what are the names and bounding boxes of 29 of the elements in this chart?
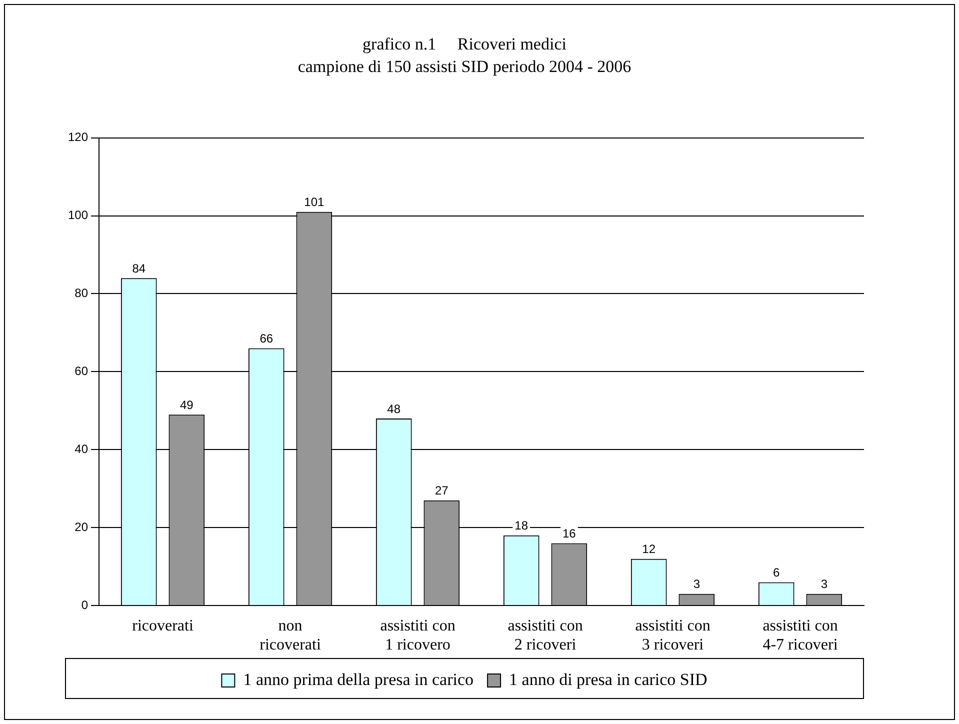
data-label: 84 [132,261,146,276]
x-tick-label: assistiti con 4-7 ricoveri [762,617,838,654]
data-label: 16 [562,526,576,541]
y-tick-label: 0 [81,598,88,612]
data-label: 3 [693,577,700,592]
data-label: 3 [820,577,828,592]
y-tick-label: 100 [68,208,88,222]
chart-subtitle: campione di 150 assisti SID periodo 2004 - 2006 [298,57,632,76]
chart-title: grafico n.1 Ricoveri medici [362,34,567,54]
legend-label: 1 anno di presa in carico SID [509,670,708,689]
y-tick-label: 20 [74,520,88,534]
data-label: 12 [642,542,656,556]
x-tick-label: assistiti con 2 ricoveri [508,617,583,654]
data-label: 48 [387,402,401,416]
legend-label: 1 anno prima della presa in carico [243,670,474,689]
y-tick-label: 120 [68,130,88,144]
x-tick-label: non ricoverati [260,617,322,654]
x-tick-label: assistiti con 1 ricovero [380,617,456,654]
y-tick-label: 40 [74,442,88,456]
data-label: 66 [260,332,274,346]
data-label: 49 [180,398,194,412]
x-tick-label: ricoverati [132,617,194,634]
y-tick-label: 80 [74,286,88,300]
data-label: 18 [514,518,528,533]
x-tick-label: assistiti con 3 ricoveri [635,617,710,654]
data-label: 6 [773,566,780,580]
data-label: 101 [304,195,325,210]
y-tick-label: 60 [74,364,88,378]
data-label: 27 [434,484,449,498]
